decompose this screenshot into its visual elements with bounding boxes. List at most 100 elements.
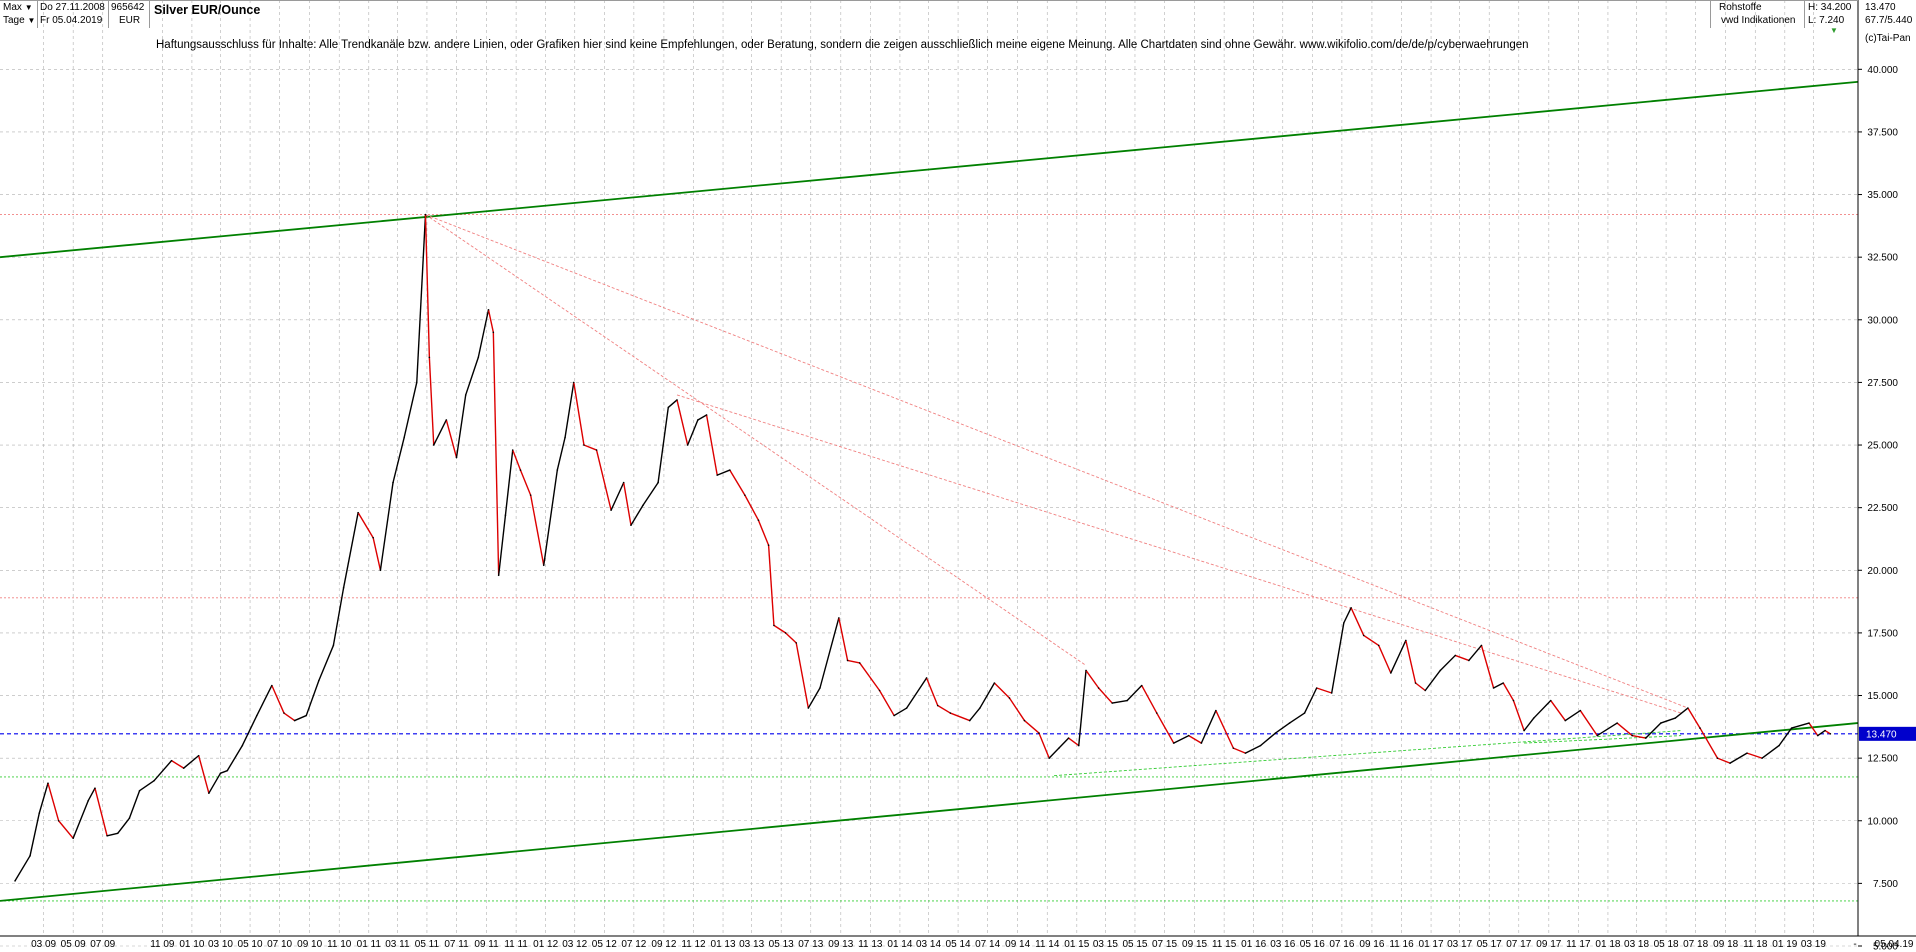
price-point (1687, 707, 1689, 709)
trendline (676, 394, 1682, 714)
price-point (1215, 709, 1217, 712)
price-segment (657, 407, 669, 483)
price-segment (847, 659, 860, 664)
price-segment (1523, 717, 1535, 732)
price-point (610, 509, 612, 511)
price-point (1343, 622, 1345, 624)
price-point (1244, 752, 1247, 754)
price-point (705, 414, 708, 416)
price-segment (1660, 717, 1676, 724)
x-tick-label: 03 17 (1447, 939, 1472, 950)
x-tick-label: 01 18 (1595, 939, 1620, 950)
price-point (464, 394, 467, 396)
range-selector[interactable]: Max ▼ (3, 1, 33, 14)
price-segment (1260, 732, 1276, 747)
trendline (1524, 735, 1682, 744)
price-point (622, 481, 625, 484)
x-tick-label: 05.04.19 (1875, 939, 1914, 950)
price-point (1330, 692, 1333, 694)
price-point (697, 419, 699, 421)
price-series (14, 213, 1832, 882)
price-segment (256, 685, 273, 716)
y-tick-label: 22.500 (1867, 503, 1898, 514)
price-segment (729, 469, 746, 496)
price-segment (1038, 732, 1050, 759)
x-tick-label: 05 09 (61, 939, 86, 950)
price-segment (372, 537, 382, 571)
price-segment (1674, 707, 1689, 719)
price-point (583, 444, 585, 446)
price-segment (14, 855, 31, 882)
last-value: 13.470 (1865, 2, 1896, 13)
price-segment (128, 790, 141, 819)
price-segment (795, 642, 810, 709)
date-from: Do 27.11.2008 (40, 2, 105, 13)
trendline (425, 214, 1689, 709)
price-segment (1699, 727, 1719, 759)
y-axis: 5.000 7.500 10.000 12.500 15.000 17.500 20.000… (1857, 0, 1898, 952)
price-point (1126, 699, 1129, 702)
price-segment (271, 685, 285, 714)
x-tick-label: 11 17 (1566, 939, 1591, 950)
price-segment (807, 687, 821, 709)
disclaimer-text: Haftungsausschluss für Inhalte: Alle Tre… (156, 39, 1529, 51)
low-value: L: 7.240 (1808, 15, 1845, 26)
price-segment (1761, 745, 1780, 759)
x-tick-label: 05 15 (1122, 939, 1147, 950)
header-divider (37, 0, 38, 28)
price-segment (610, 482, 625, 511)
price-point (744, 494, 746, 496)
y-tick-label: 10.000 (1867, 816, 1898, 827)
price-segment (1778, 727, 1793, 747)
price-point (1492, 687, 1495, 689)
price-segment (859, 662, 881, 691)
x-tick-label: 05 11 (415, 939, 440, 950)
stat-value: 67.7/5.440 (1865, 15, 1913, 26)
price-point (1761, 757, 1763, 759)
x-tick-label: 09 15 (1182, 939, 1207, 950)
x-tick-label: 11 13 (858, 939, 883, 950)
price-point (1512, 699, 1515, 702)
x-tick-label: 07 11 (444, 939, 469, 950)
price-segment (1098, 687, 1113, 704)
x-tick-label: 01 16 (1241, 939, 1266, 950)
price-point (642, 504, 644, 506)
price-point (415, 381, 418, 384)
price-point (1390, 672, 1392, 674)
interval-selector[interactable]: Tage ▼ (3, 14, 35, 27)
price-point (1824, 729, 1826, 732)
x-tick-label: 01 12 (533, 939, 558, 950)
price-segment (183, 755, 200, 769)
price-point (487, 308, 490, 311)
price-segment (630, 504, 644, 526)
price-point (819, 687, 821, 689)
price-point (1829, 733, 1832, 735)
y-tick-label: 5.000 (1873, 942, 1898, 952)
price-segment (1378, 645, 1392, 674)
x-tick-label: 03 14 (916, 939, 941, 950)
x-tick-label: 09 18 (1713, 939, 1738, 950)
trendline (0, 722, 1858, 902)
price-point (57, 819, 60, 822)
price-segment (878, 690, 895, 716)
price-point (925, 677, 928, 679)
price-point (1362, 634, 1365, 637)
price-segment (504, 449, 514, 516)
header-border-top (0, 0, 1858, 1)
x-tick-label: 01 14 (887, 939, 912, 950)
price-segment (529, 495, 545, 566)
price-point (807, 707, 810, 709)
x-tick-label: 07 14 (975, 939, 1000, 950)
price-segment (1616, 722, 1633, 737)
price-point (1414, 682, 1417, 684)
price-segment (1512, 700, 1525, 731)
y-tick-label: 40.000 (1867, 65, 1898, 76)
price-segment (838, 617, 849, 661)
price-point (219, 772, 222, 774)
price-segment (583, 444, 597, 451)
price-point (1008, 697, 1011, 699)
price-segment (1687, 707, 1701, 729)
price-segment (487, 309, 495, 333)
price-segment (519, 469, 532, 496)
